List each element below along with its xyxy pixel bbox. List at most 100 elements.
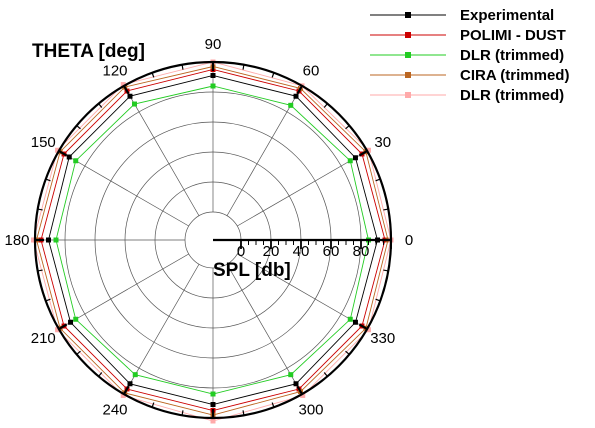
data-point <box>365 327 371 333</box>
angle-tick-label: 300 <box>298 402 323 419</box>
data-point <box>132 101 137 107</box>
angle-tick-label: 0 <box>405 232 413 249</box>
legend-item: Experimental <box>370 7 554 24</box>
data-point <box>210 391 216 397</box>
angle-minor-tick <box>271 402 275 408</box>
radial-tick-label: 20 <box>263 243 280 260</box>
legend-marker <box>405 12 411 18</box>
angle-minor-tick <box>45 298 51 302</box>
legend-item: DLR (trimmed) <box>370 87 564 104</box>
data-point <box>288 102 294 108</box>
angle-minor-tick <box>375 298 381 302</box>
angle-tick-label: 90 <box>205 36 222 53</box>
angle-minor-tick <box>271 72 275 78</box>
angle-minor-tick <box>181 410 184 416</box>
angle-major-tick <box>296 85 303 95</box>
angle-minor-tick <box>383 208 389 211</box>
data-point <box>352 155 358 161</box>
data-point <box>293 381 299 387</box>
data-point <box>68 319 74 325</box>
angle-minor-tick <box>98 372 103 377</box>
angle-minor-tick <box>37 208 43 211</box>
angle-minor-tick <box>37 269 43 272</box>
angle-minor-tick <box>242 64 245 70</box>
data-point <box>31 237 36 243</box>
angle-minor-tick <box>98 103 103 108</box>
angle-minor-tick <box>151 72 155 78</box>
series-0 <box>46 73 380 407</box>
data-point <box>347 316 353 322</box>
data-point <box>46 237 51 243</box>
radial-axis-title: SPL [db] <box>213 260 291 281</box>
data-point <box>210 83 216 89</box>
angle-major-tick <box>358 323 368 330</box>
legend-item: DLR (trimmed) <box>370 47 564 64</box>
data-point <box>66 154 72 160</box>
angle-tick-label: 210 <box>31 330 56 347</box>
legend-marker <box>405 52 411 58</box>
angle-minor-tick <box>151 402 155 408</box>
data-point <box>347 158 353 164</box>
data-point <box>55 327 61 333</box>
data-point <box>127 93 133 99</box>
data-point <box>120 82 126 88</box>
legend: Experimental POLIMI - DUST DLR (trimmed) CI… <box>370 7 569 104</box>
angle-minor-tick <box>181 64 184 70</box>
angle-tick-label: 240 <box>102 402 127 419</box>
data-point <box>120 392 126 398</box>
angle-minor-tick <box>375 178 381 182</box>
grid-spoke <box>58 150 189 227</box>
legend-label: DLR (trimmed) <box>460 47 564 64</box>
angle-minor-tick <box>323 372 328 377</box>
data-point <box>288 372 294 378</box>
legend-marker <box>405 92 411 98</box>
data-point <box>53 237 59 243</box>
legend-label: POLIMI - DUST <box>460 27 566 44</box>
radial-tick-label: 0 <box>237 243 245 260</box>
angle-tick-label: 60 <box>303 62 320 79</box>
grid-spoke <box>58 253 189 330</box>
angle-major-tick <box>123 85 130 95</box>
angle-major-tick <box>123 385 130 395</box>
legend-label: Experimental <box>460 7 554 24</box>
data-point <box>132 372 138 378</box>
series-2 <box>53 83 371 397</box>
angle-minor-tick <box>345 350 350 355</box>
angle-tick-label: 150 <box>31 134 56 151</box>
angle-major-tick <box>358 150 368 157</box>
legend-marker <box>405 32 411 38</box>
grid-spoke <box>237 253 368 330</box>
angle-major-tick <box>58 150 68 157</box>
legend-label: DLR (trimmed) <box>460 87 564 104</box>
angle-tick-label: 120 <box>102 62 127 79</box>
angle-major-tick <box>58 323 68 330</box>
radial-tick-label: 60 <box>323 243 340 260</box>
data-point <box>352 319 358 325</box>
data-point <box>127 381 133 387</box>
angle-minor-tick <box>383 269 389 272</box>
axes-layer: 0306090120150180210240270300330020406080 <box>4 36 413 420</box>
data-point <box>210 402 216 407</box>
angle-major-tick <box>296 385 303 395</box>
data-point <box>365 147 371 153</box>
legend-marker <box>405 72 411 78</box>
data-point <box>55 147 61 153</box>
angle-tick-label: 330 <box>370 330 395 347</box>
legend-label: CIRA (trimmed) <box>460 67 569 84</box>
angle-tick-label: 30 <box>374 134 391 151</box>
angle-minor-tick <box>242 410 245 416</box>
radial-tick-label: 40 <box>293 243 310 260</box>
angle-minor-tick <box>76 350 81 355</box>
legend-item: CIRA (trimmed) <box>370 67 569 84</box>
angle-minor-tick <box>45 178 51 182</box>
data-point <box>300 392 306 398</box>
radial-tick-label: 80 <box>353 243 370 260</box>
data-point <box>73 158 79 164</box>
data-point <box>210 73 216 78</box>
data-point <box>73 316 79 322</box>
grid-spoke <box>237 150 368 227</box>
angle-axis-title: THETA [deg] <box>32 41 145 62</box>
grid-spoke <box>123 85 200 216</box>
legend-item: POLIMI - DUST <box>370 27 566 44</box>
